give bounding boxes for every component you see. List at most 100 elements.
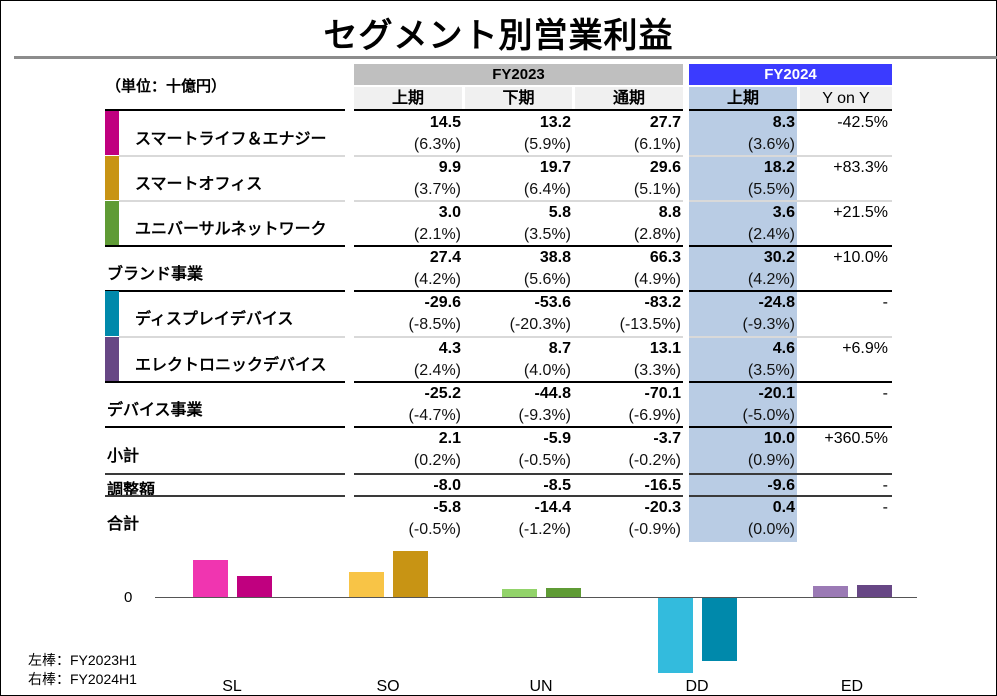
row-label: デバイス事業: [107, 401, 203, 419]
value-fy23h1: -5.8: [433, 499, 461, 516]
row-label: ディスプレイデバイス: [135, 311, 294, 328]
x-tick-label: SO: [376, 678, 400, 695]
value-fy23h2: 5.8: [548, 204, 571, 221]
value-fy23: -70.1: [644, 385, 681, 402]
bar-sl-fy2024h1: [236, 576, 272, 597]
margin-fy23h1: (3.7%): [413, 181, 461, 198]
row-label: スマートライフ＆エナジー: [135, 130, 327, 148]
row-label: 合計: [107, 516, 140, 533]
header-fy2023: FY2023: [354, 64, 683, 85]
value-yoy: -: [882, 499, 888, 516]
margin-fy23: (-0.2%): [628, 452, 681, 469]
margin-fy23: (5.1%): [633, 181, 681, 198]
value-fy23: 66.3: [649, 249, 681, 266]
margin-fy23: (-6.9%): [628, 407, 681, 424]
value-yoy: +10.0%: [833, 249, 888, 266]
value-fy23h1: 27.4: [429, 249, 461, 266]
value-fy23: -16.5: [644, 477, 681, 494]
value-fy23h2: -8.5: [543, 477, 571, 494]
margin-fy23h2: (3.5%): [523, 226, 571, 243]
value-fy23h1: 3.0: [438, 204, 461, 221]
row-label: エレクトロニックデバイス: [135, 356, 327, 374]
margin-fy23: (6.1%): [633, 136, 681, 153]
margin-fy23h2: (6.4%): [523, 181, 571, 198]
margin-fy23: (-13.5%): [619, 316, 681, 333]
row-label: スマートオフィス: [135, 175, 263, 193]
title-divider: [14, 56, 997, 59]
value-fy23h2: -14.4: [534, 499, 571, 516]
value-fy23h1: 2.1: [438, 430, 461, 447]
bar-dd-fy2023h1: [657, 598, 693, 673]
margin-fy24h1: (3.6%): [747, 136, 795, 153]
row-divider: [119, 336, 345, 338]
segment-color-bar: [105, 291, 119, 336]
margin-fy24h1: (0.9%): [747, 452, 795, 469]
row-divider: [354, 200, 683, 202]
fy24-highlight-column: [689, 110, 797, 542]
value-fy24h1: 10.0: [763, 430, 795, 447]
value-yoy: +83.3%: [833, 159, 888, 176]
row-divider: [105, 495, 345, 497]
margin-fy23: (-0.9%): [628, 521, 681, 538]
value-yoy: -42.5%: [837, 114, 888, 131]
value-fy23h1: -8.0: [433, 477, 461, 494]
value-yoy: +6.9%: [842, 340, 888, 357]
x-tick-label: UN: [529, 678, 553, 695]
value-yoy: +360.5%: [824, 430, 888, 447]
value-fy23h2: -5.9: [543, 430, 571, 447]
value-yoy: -: [882, 385, 888, 402]
row-label: ユニバーサルネットワーク: [135, 220, 327, 238]
value-fy23: 13.1: [649, 340, 681, 357]
bar-dd-fy2024h1: [701, 598, 737, 661]
value-fy24h1: -9.6: [767, 477, 795, 494]
value-yoy: -: [882, 294, 888, 311]
margin-fy23h1: (6.3%): [413, 136, 461, 153]
value-fy24h1: 3.6: [772, 204, 795, 221]
row-divider: [354, 290, 683, 292]
header-fy2024: FY2024: [689, 64, 892, 85]
col-header-fy23-h2: 下期: [465, 87, 572, 110]
col-header-fy24-h1: 上期: [689, 87, 797, 110]
margin-fy23h2: (4.0%): [523, 362, 571, 379]
margin-fy23: (2.8%): [633, 226, 681, 243]
row-divider: [689, 495, 892, 497]
margin-fy23h1: (-4.7%): [408, 407, 461, 424]
row-divider: [354, 336, 683, 338]
row-divider: [689, 245, 892, 247]
legend-entry: 左棒：FY2023H1: [28, 652, 137, 668]
bar-so-fy2024h1: [392, 550, 428, 597]
bar-un-fy2024h1: [545, 587, 581, 597]
value-fy24h1: -20.1: [758, 385, 795, 402]
row-divider: [689, 336, 892, 338]
value-fy23: -20.3: [644, 499, 681, 516]
x-tick-label: SL: [222, 678, 242, 695]
row-label: 小計: [107, 447, 140, 465]
margin-fy24h1: (2.4%): [747, 226, 795, 243]
row-divider: [354, 109, 683, 111]
value-fy23h1: -25.2: [424, 385, 461, 402]
value-fy23h1: -29.6: [424, 294, 461, 311]
margin-fy23h1: (0.2%): [413, 452, 461, 469]
row-divider: [105, 426, 345, 428]
value-fy23h2: 13.2: [539, 114, 571, 131]
value-fy23h1: 4.3: [438, 340, 461, 357]
row-divider: [354, 155, 683, 157]
row-divider: [354, 495, 683, 497]
row-divider: [105, 473, 345, 475]
segment-color-bar: [105, 201, 119, 245]
value-fy23: -3.7: [653, 430, 681, 447]
value-yoy: -: [882, 477, 888, 494]
value-fy23: -83.2: [644, 294, 681, 311]
value-fy23h2: -44.8: [534, 385, 571, 402]
row-divider: [689, 109, 892, 111]
row-divider: [689, 200, 892, 202]
zero-axis-line: [155, 597, 917, 598]
value-fy23: 29.6: [649, 159, 681, 176]
margin-fy23h1: (-8.5%): [408, 316, 461, 333]
col-header-fy23-h1: 上期: [354, 87, 462, 110]
value-fy23h1: 9.9: [438, 159, 461, 176]
segment-color-bar: [105, 156, 119, 200]
page-title: セグメント別営業利益: [323, 17, 674, 55]
value-fy23h2: 8.7: [548, 340, 571, 357]
row-divider: [354, 245, 683, 247]
